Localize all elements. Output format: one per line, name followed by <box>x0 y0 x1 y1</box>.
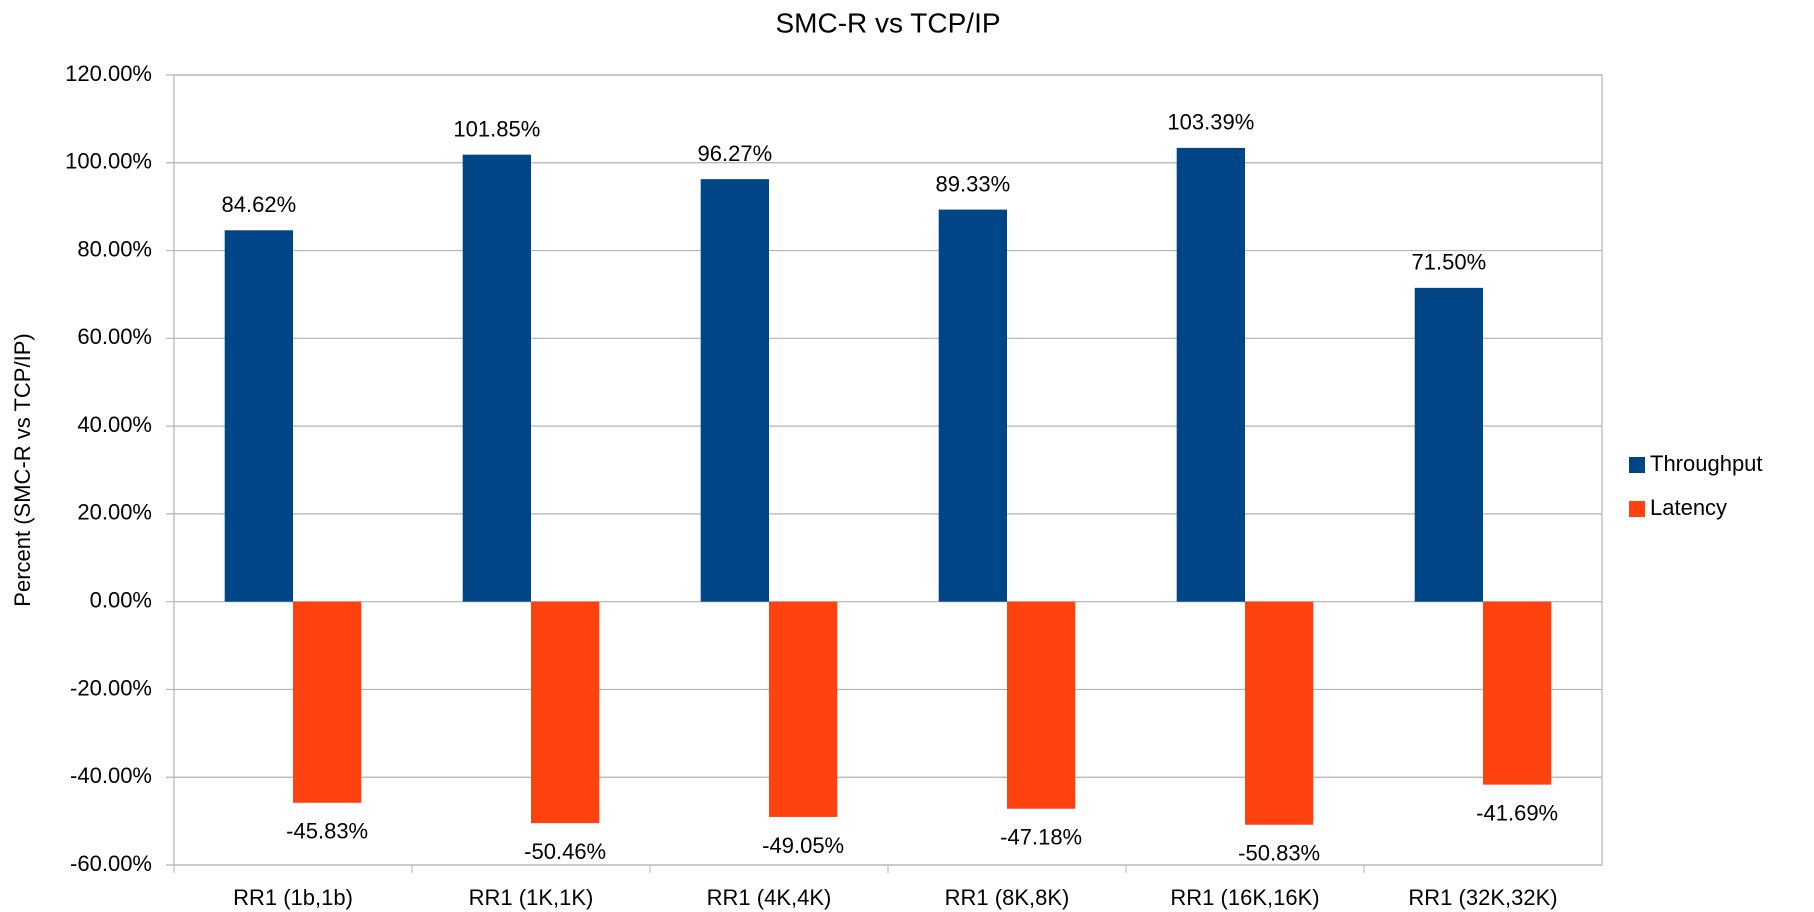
bar <box>293 601 362 803</box>
bar <box>224 230 293 602</box>
data-label: -50.46% <box>524 839 606 864</box>
y-tick-label: 100.00% <box>65 149 152 174</box>
bar <box>1414 287 1483 602</box>
x-tick-label: RR1 (8K,8K) <box>945 885 1070 910</box>
plot-border <box>173 74 1603 866</box>
legend-swatch <box>1629 501 1645 517</box>
x-tick-label: RR1 (4K,4K) <box>707 885 832 910</box>
chart-title: SMC-R vs TCP/IP <box>775 7 1000 38</box>
y-axis-label: Percent (SMC-R vs TCP/IP) <box>10 333 35 606</box>
y-tick-label: 40.00% <box>77 412 152 437</box>
x-tick-label: RR1 (1K,1K) <box>469 885 594 910</box>
bar <box>1007 601 1076 809</box>
bar <box>1245 601 1314 825</box>
x-tick-label: RR1 (16K,16K) <box>1170 885 1319 910</box>
data-label: 101.85% <box>453 116 540 141</box>
bar <box>1176 147 1245 602</box>
data-label: 89.33% <box>936 171 1011 196</box>
x-tick-label: RR1 (1b,1b) <box>233 885 353 910</box>
bar <box>769 601 838 817</box>
y-tick-label: 120.00% <box>65 61 152 86</box>
y-tick-label: -60.00% <box>70 851 152 876</box>
data-label: -47.18% <box>1000 825 1082 850</box>
bar <box>938 209 1007 602</box>
legend-label: Latency <box>1650 495 1727 520</box>
bar <box>1483 601 1552 785</box>
bar <box>462 154 531 602</box>
bar <box>700 179 769 602</box>
legend-label: Throughput <box>1650 451 1763 476</box>
y-tick-label: -20.00% <box>70 675 152 700</box>
data-label: 103.39% <box>1167 110 1254 135</box>
x-tick-label: RR1 (32K,32K) <box>1408 885 1557 910</box>
data-label: -49.05% <box>762 833 844 858</box>
data-label: 71.50% <box>1412 250 1487 275</box>
y-tick-label: -40.00% <box>70 763 152 788</box>
data-label: -45.83% <box>286 819 368 844</box>
data-label: 84.62% <box>222 192 297 217</box>
data-label: 96.27% <box>698 141 773 166</box>
y-tick-label: 20.00% <box>77 500 152 525</box>
legend-swatch <box>1629 457 1645 473</box>
y-tick-label: 0.00% <box>90 587 152 612</box>
data-label: -41.69% <box>1476 800 1558 825</box>
y-tick-label: 60.00% <box>77 324 152 349</box>
data-label: -50.83% <box>1238 841 1320 866</box>
bar <box>531 601 600 824</box>
y-tick-label: 80.00% <box>77 236 152 261</box>
